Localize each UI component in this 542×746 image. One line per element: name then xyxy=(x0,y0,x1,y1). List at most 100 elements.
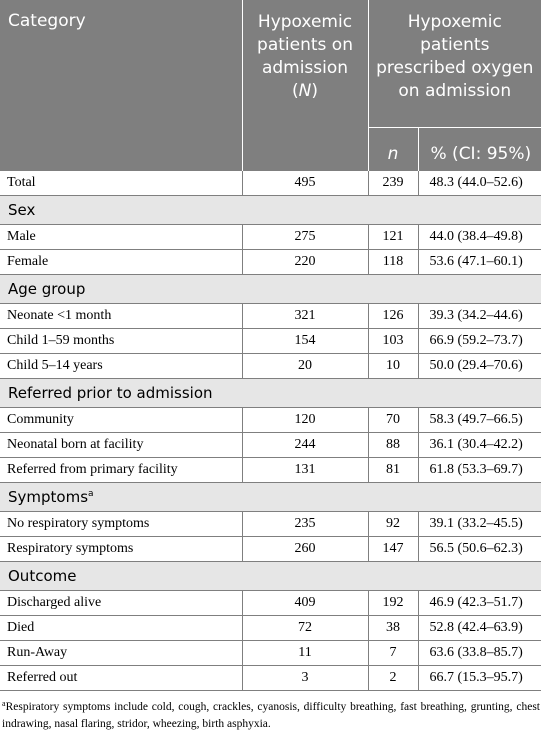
row-N: 120 xyxy=(241,407,368,433)
table-row: Died 72 38 52.8 (42.4–63.9) xyxy=(0,615,542,641)
section-referred: Referred prior to admission xyxy=(0,378,542,408)
row-pct: 52.8 (42.4–63.9) xyxy=(417,615,542,641)
header-category: Category xyxy=(0,0,243,171)
row-label: Neonatal born at facility xyxy=(0,432,242,458)
section-outcome: Outcome xyxy=(0,561,542,591)
section-title: Sex xyxy=(0,195,542,225)
row-n: 2 xyxy=(367,665,418,691)
row-pct: 56.5 (50.6–62.3) xyxy=(417,536,542,562)
row-n: 239 xyxy=(367,171,418,196)
row-n: 10 xyxy=(367,353,418,379)
table-footnote: aRespiratory symptoms include cold, coug… xyxy=(2,699,540,733)
header-hypoxemic: Hypoxemic patients on admission (N) xyxy=(242,0,369,171)
row-N: 409 xyxy=(241,590,368,616)
section-title: Symptomsa xyxy=(0,482,542,512)
row-N: 321 xyxy=(241,303,368,329)
row-pct: 58.3 (49.7–66.5) xyxy=(417,407,542,433)
row-N: 275 xyxy=(241,224,368,250)
row-N: 131 xyxy=(241,457,368,483)
row-n: 81 xyxy=(367,457,418,483)
row-pct: 66.7 (15.3–95.7) xyxy=(417,665,542,691)
row-label: Run-Away xyxy=(0,640,242,666)
table-row-total: Total 495 239 48.3 (44.0–52.6) xyxy=(0,171,542,196)
row-N: 220 xyxy=(241,249,368,275)
row-label: Died xyxy=(0,615,242,641)
row-label: No respiratory symptoms xyxy=(0,511,242,537)
table-row: Community 120 70 58.3 (49.7–66.5) xyxy=(0,407,542,433)
row-n: 7 xyxy=(367,640,418,666)
row-N: 154 xyxy=(241,328,368,354)
row-n: 147 xyxy=(367,536,418,562)
table-row: Respiratory symptoms 260 147 56.5 (50.6–… xyxy=(0,536,542,562)
header-hypoxemic-n: N xyxy=(298,81,312,101)
table-row: Neonatal born at facility 244 88 36.1 (3… xyxy=(0,432,542,458)
row-pct: 63.6 (33.8–85.7) xyxy=(417,640,542,666)
row-label: Total xyxy=(0,171,242,196)
row-pct: 50.0 (29.4–70.6) xyxy=(417,353,542,379)
row-n: 192 xyxy=(367,590,418,616)
table-row: Neonate <1 month 321 126 39.3 (34.2–44.6… xyxy=(0,303,542,329)
row-label: Respiratory symptoms xyxy=(0,536,242,562)
row-n: 103 xyxy=(367,328,418,354)
row-pct: 48.3 (44.0–52.6) xyxy=(417,171,542,196)
row-pct: 61.8 (53.3–69.7) xyxy=(417,457,542,483)
table-header: Category Hypoxemic patients on admission… xyxy=(0,0,542,171)
footnote-mark: a xyxy=(2,699,6,708)
row-label: Referred out xyxy=(0,665,242,691)
table-row: Referred from primary facility 131 81 61… xyxy=(0,457,542,483)
row-pct: 39.3 (34.2–44.6) xyxy=(417,303,542,329)
row-pct: 44.0 (38.4–49.8) xyxy=(417,224,542,250)
footnote-text: Respiratory symptoms include cold, cough… xyxy=(2,701,540,730)
row-n: 92 xyxy=(367,511,418,537)
section-age-group: Age group xyxy=(0,274,542,304)
header-hypoxemic-text: Hypoxemic patients on admission ( xyxy=(257,12,353,101)
data-table: Category Hypoxemic patients on admission… xyxy=(0,0,542,691)
row-pct: 39.1 (33.2–45.5) xyxy=(417,511,542,537)
row-label: Referred from primary facility xyxy=(0,457,242,483)
header-n: n xyxy=(368,127,419,171)
table-row: Child 1–59 months 154 103 66.9 (59.2–73.… xyxy=(0,328,542,354)
row-n: 70 xyxy=(367,407,418,433)
header-oxygen: Hypoxemic patients prescribed oxygen on … xyxy=(368,0,542,128)
header-hypoxemic-close: ) xyxy=(311,81,318,101)
row-pct: 36.1 (30.4–42.2) xyxy=(417,432,542,458)
row-pct: 66.9 (59.2–73.7) xyxy=(417,328,542,354)
section-title: Age group xyxy=(0,274,542,304)
row-pct: 53.6 (47.1–60.1) xyxy=(417,249,542,275)
section-symptoms: Symptomsa xyxy=(0,482,542,512)
row-n: 38 xyxy=(367,615,418,641)
row-N: 20 xyxy=(241,353,368,379)
row-N: 11 xyxy=(241,640,368,666)
row-n: 121 xyxy=(367,224,418,250)
table-row: No respiratory symptoms 235 92 39.1 (33.… xyxy=(0,511,542,537)
section-title: Outcome xyxy=(0,561,542,591)
section-title-text: Symptoms xyxy=(8,488,89,506)
section-sex: Sex xyxy=(0,195,542,225)
table-row: Referred out 3 2 66.7 (15.3–95.7) xyxy=(0,665,542,691)
row-label: Female xyxy=(0,249,242,275)
row-N: 72 xyxy=(241,615,368,641)
row-n: 118 xyxy=(367,249,418,275)
row-N: 235 xyxy=(241,511,368,537)
row-label: Discharged alive xyxy=(0,590,242,616)
row-label: Neonate <1 month xyxy=(0,303,242,329)
table-row: Child 5–14 years 20 10 50.0 (29.4–70.6) xyxy=(0,353,542,379)
row-n: 88 xyxy=(367,432,418,458)
section-title: Referred prior to admission xyxy=(0,378,542,408)
table-row: Female 220 118 53.6 (47.1–60.1) xyxy=(0,249,542,275)
row-label: Male xyxy=(0,224,242,250)
header-pct: % (CI: 95%) xyxy=(418,127,542,171)
row-n: 126 xyxy=(367,303,418,329)
row-label: Child 1–59 months xyxy=(0,328,242,354)
table-row: Discharged alive 409 192 46.9 (42.3–51.7… xyxy=(0,590,542,616)
row-N: 260 xyxy=(241,536,368,562)
row-label: Child 5–14 years xyxy=(0,353,242,379)
table-row: Run-Away 11 7 63.6 (33.8–85.7) xyxy=(0,640,542,666)
row-N: 3 xyxy=(241,665,368,691)
row-N: 244 xyxy=(241,432,368,458)
row-N: 495 xyxy=(241,171,368,196)
footnote-marker: a xyxy=(88,489,94,499)
row-label: Community xyxy=(0,407,242,433)
table-row: Male 275 121 44.0 (38.4–49.8) xyxy=(0,224,542,250)
row-pct: 46.9 (42.3–51.7) xyxy=(417,590,542,616)
